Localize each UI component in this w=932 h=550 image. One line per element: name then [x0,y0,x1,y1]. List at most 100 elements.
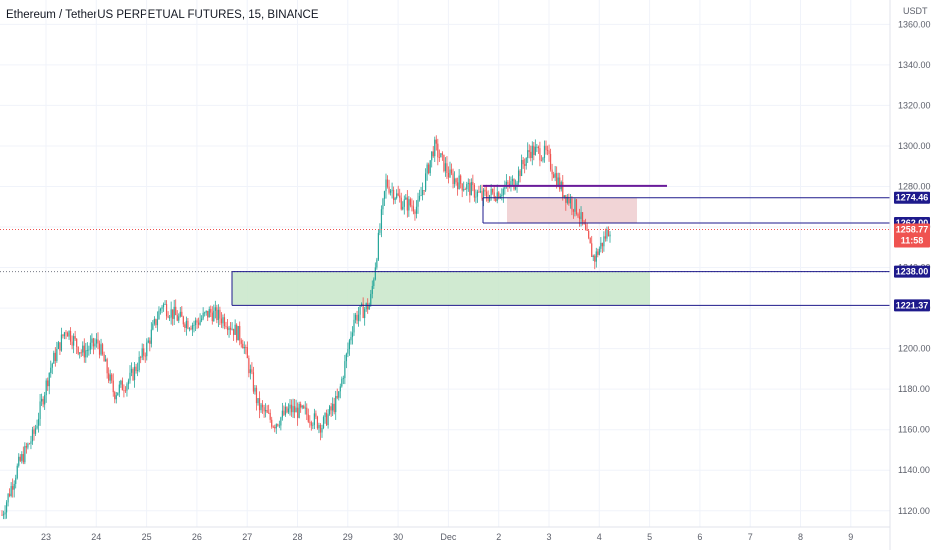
candle-body [487,197,489,202]
candle-body [51,363,53,368]
candle-body [434,139,436,157]
candle-body [458,175,460,190]
candle-body [514,186,517,190]
x-tick-label: 23 [41,532,51,542]
candle-body [414,211,416,214]
candle-body [478,191,480,193]
candle-body [193,324,195,326]
candle-body [265,410,267,412]
candle-body [94,343,96,347]
candle-body [100,344,102,355]
candle-body [300,403,302,408]
candle-body [594,255,596,262]
candle-body [522,159,524,165]
candle-body [534,146,536,156]
candle-body [482,189,485,199]
candle-body [275,424,277,429]
candle-body [380,209,383,230]
candle-body [389,190,392,193]
candle-body [324,412,326,418]
candle-body [19,456,21,461]
candle-body [438,157,440,158]
candle-body [322,417,325,428]
candle-body [165,304,168,317]
candle-body [367,303,369,310]
candle-body [9,493,11,496]
candle-body [549,153,552,170]
candle-body [335,396,337,413]
candle-body [364,309,366,318]
candle-body [479,191,482,193]
candle-body [69,330,72,342]
last-price-label: 1258.77 [896,225,929,235]
candle-body [152,323,154,330]
candle-body [406,197,408,211]
candle-body [493,192,495,199]
candle-body [10,486,12,496]
candle-body [141,348,143,358]
candle-body [237,326,239,341]
candle-body [225,326,227,327]
candle-body [286,406,288,413]
candle-body [289,404,291,409]
candle-body [150,329,152,344]
y-tick-label: 1120.00 [898,506,930,516]
candle-body [103,354,105,362]
level-badge [894,191,930,204]
candle-body [31,429,34,442]
x-tick-label: 9 [848,532,853,542]
candle-body [551,169,553,175]
x-tick-label: 30 [393,532,403,542]
candle-body [25,446,27,448]
candle-body [336,396,338,398]
candle-body [581,212,584,222]
candle-body [600,242,602,249]
candle-body [251,369,253,373]
candle-body [379,229,381,233]
candle-body [164,304,166,305]
candle-body [112,380,114,393]
candle-body [332,403,334,411]
level-badge-label: 1221.37 [896,300,929,310]
y-tick-label: 1360.00 [898,19,931,29]
candle-body [417,199,419,207]
candle-body [403,199,405,207]
candle-body [348,340,351,350]
candle-body [377,232,379,260]
candle-body [167,316,169,318]
candle-body [585,224,587,230]
candle-body [138,356,140,371]
candle-body [368,304,370,310]
candle-body [255,387,258,404]
candle-body [559,177,561,190]
candle-body [173,306,175,319]
candle-body [591,243,593,257]
candle-body [470,182,472,196]
demand-zone [232,271,650,306]
candle-body [147,340,149,343]
candle-body [425,173,427,191]
y-tick-label: 1140.00 [898,465,930,475]
candle-body [155,318,157,326]
candle-body [76,338,78,347]
zones [231,197,650,306]
candle-body [130,368,133,373]
y-tick-label: 1280.00 [898,181,931,191]
candle-body [34,428,37,434]
candle-body [490,188,492,195]
candle-body [388,186,390,193]
candle-body [339,386,341,392]
candle-body [475,196,477,198]
candle-body [543,145,546,158]
candle-body [181,311,183,317]
candle-body [370,293,372,305]
candle-body [60,334,63,351]
candle-body [577,213,579,217]
candle-body [205,310,207,313]
candle-body [248,358,250,374]
candle-body [106,359,108,374]
candle-body [15,478,17,484]
candle-body [158,310,160,320]
